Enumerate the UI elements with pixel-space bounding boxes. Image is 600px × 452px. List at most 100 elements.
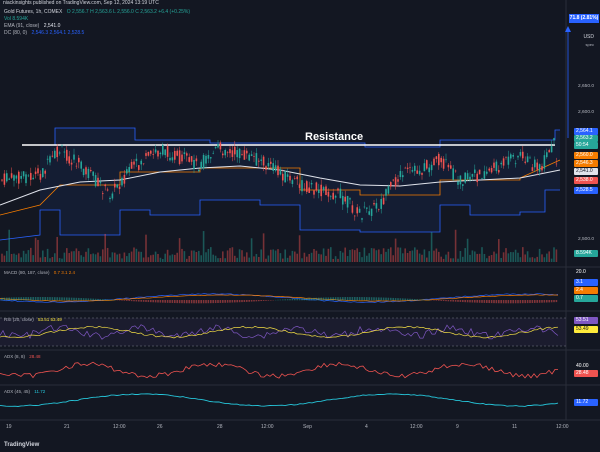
macd-histogram-bar <box>370 297 373 301</box>
candle-body <box>358 208 361 213</box>
volume-bar <box>30 247 32 262</box>
adx-legend[interactable]: ADX (8, 8) 28.48 <box>4 354 41 359</box>
volume-bar <box>80 255 82 262</box>
volume-bar <box>526 251 529 262</box>
symbol-legend[interactable]: Gold Futures, 1h, COMEX O 2,556.7 H 2,56… <box>4 9 190 16</box>
macd-histogram-bar <box>219 300 222 303</box>
candle-body <box>85 167 87 175</box>
macd-histogram-bar <box>229 300 231 303</box>
macd-histogram-bar <box>375 297 378 301</box>
volume-bar <box>123 252 126 262</box>
time-axis-label: 12:00 <box>261 424 274 430</box>
price-tag: 2,541.0 <box>574 168 598 175</box>
macd-histogram-bar <box>332 297 334 301</box>
macd-histogram-bar <box>322 297 325 301</box>
macd-histogram-bar <box>378 297 380 301</box>
candle-body <box>135 158 138 162</box>
candle-body <box>277 165 279 176</box>
volume-bar <box>430 232 433 262</box>
volume-bar <box>510 252 512 262</box>
macd-histogram-bar <box>258 300 260 302</box>
adx-values: 28.48 <box>29 354 41 359</box>
candle-body <box>248 154 250 161</box>
currency-label[interactable]: USD <box>583 34 594 40</box>
price-tag: 0.7 <box>574 295 598 302</box>
macd-histogram-bar <box>519 300 522 304</box>
volume-bar <box>18 253 20 262</box>
candle-body <box>459 175 462 185</box>
macd-histogram-bar <box>10 297 13 301</box>
time-axis-label: 11 <box>512 424 518 430</box>
candle-body <box>428 167 430 173</box>
candles-group[interactable] <box>1 137 558 223</box>
macd-histogram-bar <box>133 300 135 302</box>
volume-bar <box>450 258 452 262</box>
dc-legend[interactable]: DC (80, 0) 2,546.3 2,564.1 2,528.5 <box>4 30 84 37</box>
macd-histogram-bar <box>481 300 483 303</box>
macd-histogram-bar <box>529 300 531 304</box>
candle-body <box>200 161 202 169</box>
macd-histogram-bar <box>186 300 188 304</box>
macd-histogram-bar <box>181 300 183 304</box>
candle-body <box>310 182 313 185</box>
candle-body <box>289 175 291 181</box>
candle-body <box>550 146 553 153</box>
macd-histogram-bar <box>198 300 200 304</box>
ema-legend[interactable]: EMA (91, close) 2,541.0 <box>4 23 60 30</box>
volume-bar <box>121 258 123 262</box>
volume-bar <box>469 254 471 262</box>
volume-bar <box>471 250 474 262</box>
candle-body <box>222 153 224 156</box>
time-axis-label: Sep <box>303 424 312 430</box>
macd-histogram-bar <box>166 300 169 303</box>
candle-body <box>445 159 447 161</box>
candle-body <box>553 138 555 141</box>
macd-legend[interactable]: MACD (80, 187, close) 0.7 3.1 2.4 <box>4 270 75 275</box>
adx2-legend[interactable]: ADX (45, 45) 11.72 <box>4 389 45 394</box>
adx-label: ADX (8, 8) <box>4 354 26 359</box>
volume-bar <box>262 233 265 262</box>
time-axis-label: 12:00 <box>113 424 126 430</box>
volume-bar <box>190 250 193 262</box>
macd-histogram-bar <box>454 300 457 302</box>
volume-bar <box>207 248 210 262</box>
volume-legend[interactable]: Vol 8.594K <box>4 16 28 23</box>
time-axis-label: 12:00 <box>410 424 423 430</box>
candle-body <box>373 203 375 205</box>
candle-body <box>375 203 378 209</box>
macd-histogram-bar <box>56 297 58 301</box>
candle-body <box>416 170 418 174</box>
macd-histogram-bar <box>27 297 30 301</box>
rsi-legend[interactable]: RSI (20, close) 53.51 53.49 <box>4 317 62 322</box>
candle-body <box>243 150 246 160</box>
macd-histogram-bar <box>457 300 459 302</box>
macd-histogram-bar <box>548 300 550 303</box>
rsi-values: 53.51 53.49 <box>38 317 62 322</box>
candle-body <box>75 165 78 167</box>
volume-bar <box>284 249 286 262</box>
macd-histogram-bar <box>498 300 500 304</box>
volume-bar <box>56 236 58 262</box>
candle-body <box>438 153 440 166</box>
volume-bar <box>277 249 279 262</box>
volume-bar <box>541 254 543 262</box>
macd-histogram-bar <box>128 300 130 302</box>
volume-bar <box>303 252 306 262</box>
candle-body <box>476 173 478 183</box>
candle-body <box>145 153 147 156</box>
macd-histogram-bar <box>193 300 195 304</box>
macd-histogram-bar <box>320 297 322 301</box>
price-tag: 2,546.3 <box>574 160 598 167</box>
volume-bar <box>200 255 202 262</box>
candle-body <box>356 207 358 214</box>
candle-body <box>399 171 402 177</box>
candle-body <box>258 160 260 162</box>
volume-bar <box>481 247 483 262</box>
candle-body <box>442 158 445 169</box>
candle-body <box>183 152 186 155</box>
volume-bar <box>270 249 272 262</box>
macd-histogram-bar <box>488 300 490 304</box>
macd-histogram-bar <box>306 298 308 301</box>
candle-body <box>469 176 471 181</box>
